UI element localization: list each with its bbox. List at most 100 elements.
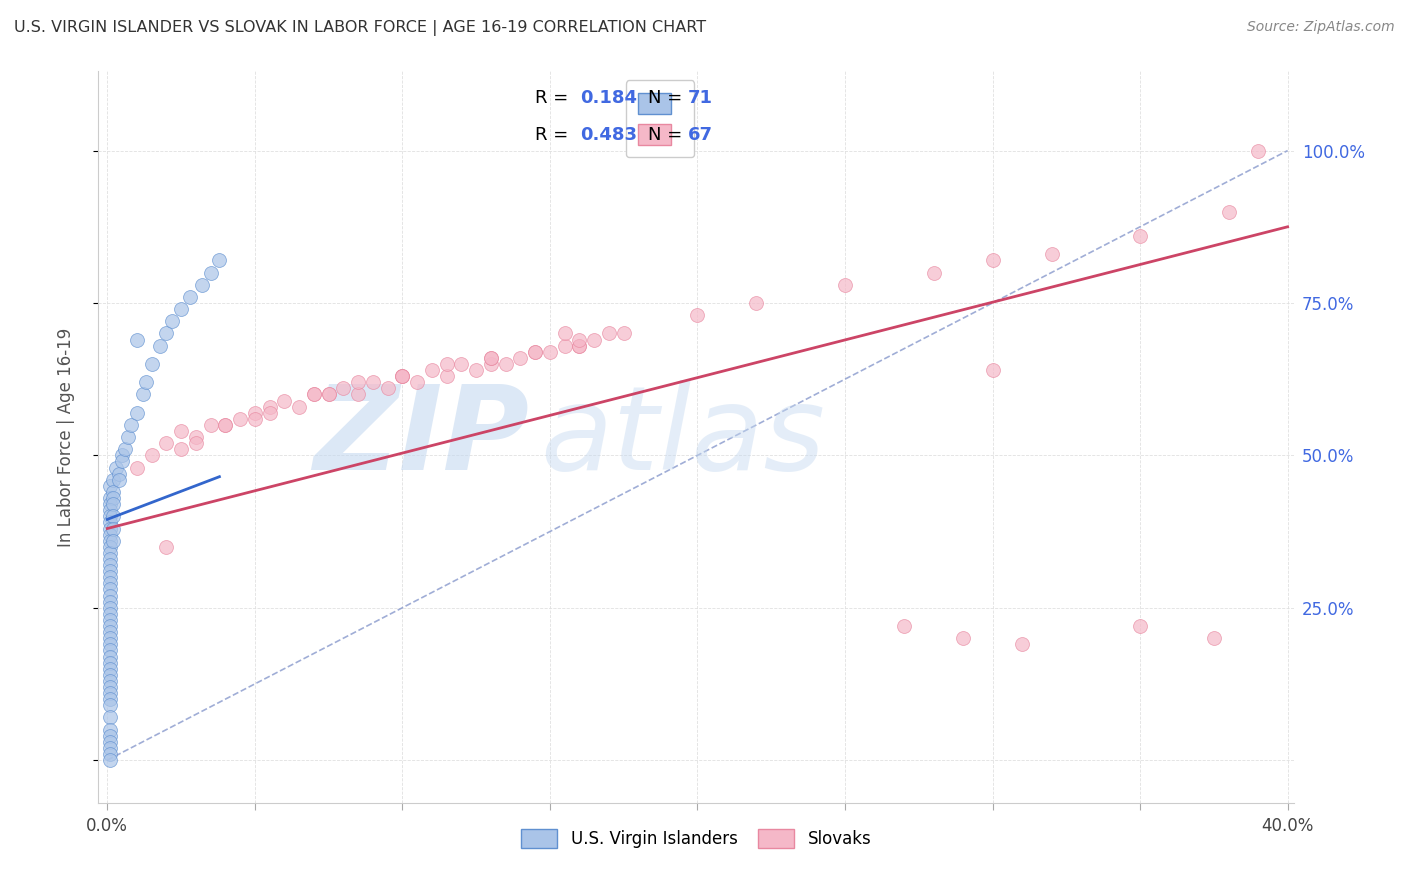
Text: 67: 67: [688, 126, 713, 144]
Point: [98, 643, 121, 657]
Point: [120, 417, 142, 432]
Point: [98, 698, 121, 713]
Point: [347, 375, 370, 389]
Point: [98, 692, 121, 706]
Point: [184, 430, 207, 444]
Point: [98, 710, 121, 724]
Point: [101, 509, 124, 524]
Point: [101, 491, 124, 505]
Point: [125, 333, 148, 347]
Point: [98, 667, 121, 681]
Y-axis label: In Labor Force | Age 16-19: In Labor Force | Age 16-19: [56, 327, 75, 547]
Point: [141, 448, 163, 462]
Point: [98, 619, 121, 633]
Point: [170, 301, 193, 317]
Point: [495, 357, 517, 371]
Point: [922, 265, 945, 279]
Text: N =: N =: [648, 89, 688, 107]
Point: [436, 357, 458, 371]
Point: [981, 363, 1004, 377]
Point: [98, 723, 121, 737]
Point: [377, 381, 399, 395]
Point: [108, 467, 131, 481]
Legend: U.S. Virgin Islanders, Slovaks: U.S. Virgin Islanders, Slovaks: [512, 821, 880, 856]
Point: [98, 649, 121, 664]
Point: [101, 521, 124, 535]
Point: [98, 662, 121, 676]
Point: [101, 485, 124, 500]
Point: [208, 253, 231, 268]
Text: Source: ZipAtlas.com: Source: ZipAtlas.com: [1247, 20, 1395, 34]
Point: [243, 406, 266, 420]
Point: [98, 552, 121, 566]
Text: R =: R =: [534, 89, 574, 107]
Point: [479, 351, 502, 365]
Text: R =: R =: [534, 126, 574, 144]
Point: [1040, 247, 1063, 261]
Point: [568, 333, 591, 347]
Point: [568, 338, 591, 352]
Point: [1129, 228, 1152, 243]
Text: ZIP: ZIP: [312, 380, 529, 494]
Point: [745, 296, 768, 310]
Point: [229, 411, 252, 425]
Point: [479, 357, 502, 371]
Point: [524, 344, 547, 359]
Point: [686, 308, 709, 322]
Point: [200, 265, 222, 279]
Text: 71: 71: [688, 89, 713, 107]
Point: [214, 417, 236, 432]
Point: [170, 424, 193, 438]
Point: [450, 357, 472, 371]
Point: [1202, 632, 1225, 646]
Text: N =: N =: [648, 126, 688, 144]
Point: [420, 363, 443, 377]
Point: [259, 406, 281, 420]
Point: [1218, 204, 1240, 219]
Point: [98, 632, 121, 646]
Point: [179, 290, 201, 304]
Point: [1011, 637, 1033, 651]
Point: [101, 533, 124, 548]
Point: [391, 369, 413, 384]
Point: [952, 632, 974, 646]
Point: [538, 344, 561, 359]
Point: [259, 400, 281, 414]
Point: [583, 333, 606, 347]
Point: [98, 546, 121, 560]
Point: [98, 747, 121, 761]
Point: [98, 625, 121, 640]
Point: [125, 406, 148, 420]
Point: [981, 253, 1004, 268]
Point: [98, 576, 121, 591]
Point: [98, 637, 121, 651]
Point: [302, 387, 325, 401]
Point: [524, 344, 547, 359]
Point: [465, 363, 488, 377]
Point: [98, 479, 121, 493]
Point: [135, 375, 157, 389]
Point: [108, 473, 131, 487]
Point: [214, 417, 236, 432]
Point: [98, 607, 121, 621]
Point: [160, 314, 183, 328]
Point: [332, 381, 354, 395]
Point: [101, 497, 124, 511]
Point: [98, 570, 121, 584]
Point: [149, 338, 172, 352]
Point: [98, 729, 121, 743]
Point: [479, 351, 502, 365]
Point: [1247, 144, 1270, 158]
Point: [568, 338, 591, 352]
Point: [111, 448, 134, 462]
Point: [155, 436, 177, 450]
Point: [141, 357, 163, 371]
Point: [554, 338, 576, 352]
Point: [98, 521, 121, 535]
Point: [98, 680, 121, 694]
Point: [273, 393, 295, 408]
Point: [98, 740, 121, 755]
Point: [98, 613, 121, 627]
Point: [98, 673, 121, 688]
Point: [98, 686, 121, 700]
